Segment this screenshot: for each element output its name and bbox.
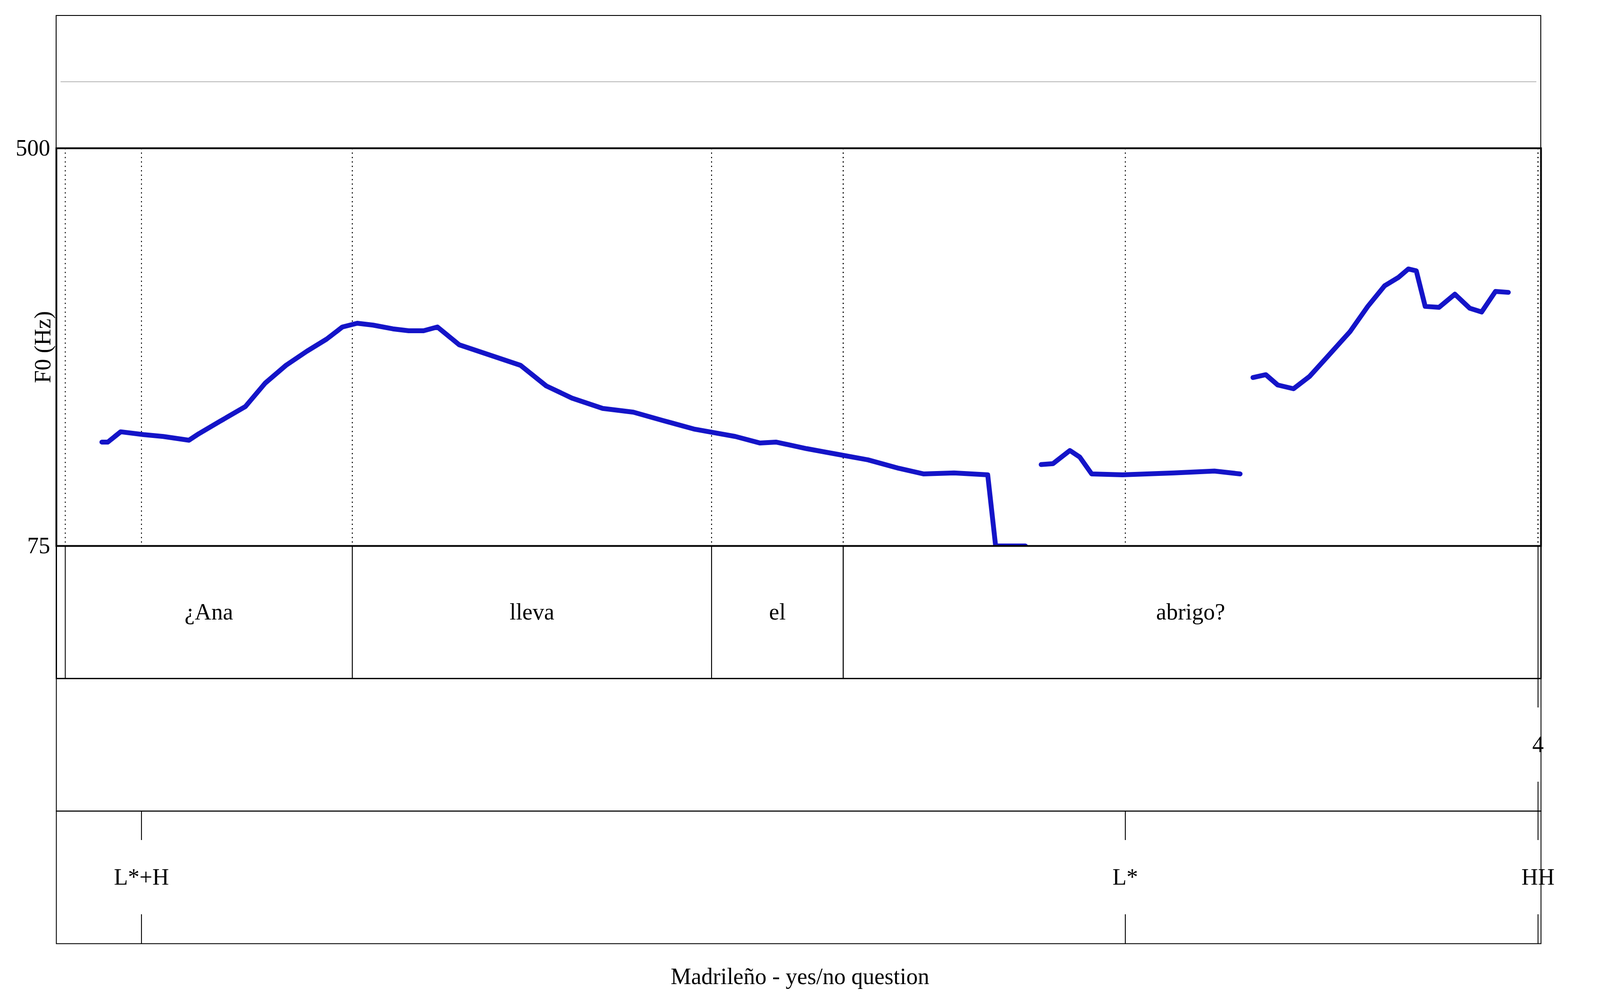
svg-text:¿Ana: ¿Ana: [184, 599, 233, 625]
svg-text:F0 (Hz): F0 (Hz): [30, 311, 56, 384]
svg-text:L*+H: L*+H: [114, 864, 170, 890]
svg-text:500: 500: [15, 135, 51, 161]
svg-text:lleva: lleva: [509, 599, 555, 625]
svg-text:el: el: [769, 599, 786, 625]
svg-text:HH: HH: [1521, 864, 1555, 890]
svg-text:L*: L*: [1112, 864, 1139, 890]
html-text:Madrileño - yes/no question: Madrileño - yes/no question: [670, 963, 930, 990]
svg-text:abrigo?: abrigo?: [1156, 599, 1226, 625]
svg-text:4: 4: [1532, 731, 1544, 758]
svg-text:75: 75: [27, 533, 51, 559]
